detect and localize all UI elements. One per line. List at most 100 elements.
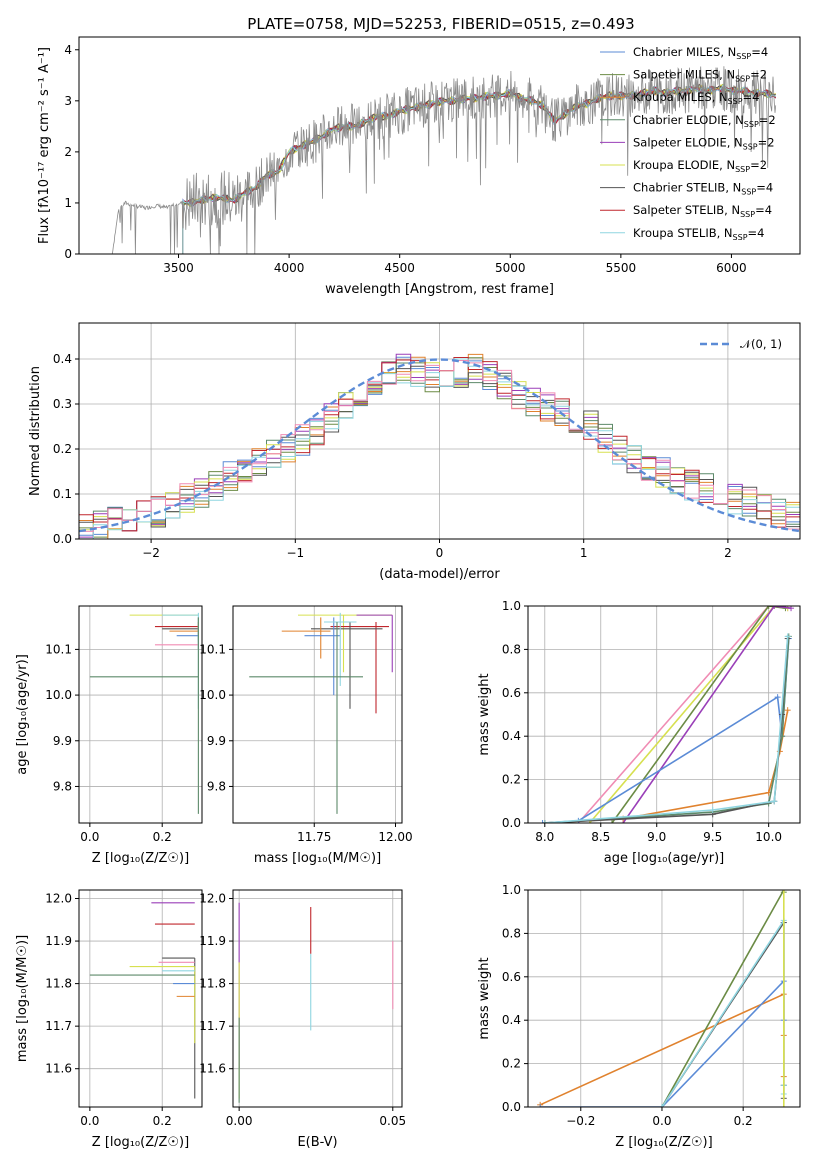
spectrum-legend-label-0: Chabrier MILES, NSSP=4 [633,45,768,61]
spectrum-legend-sub-2: SSP [728,97,743,106]
wZ-ytick-label-2: 0.4 [502,1013,521,1027]
wAge-xtick-label-4: 10.0 [755,830,782,844]
spectrum-legend-sub-0: SSP [736,52,751,61]
ageZ-xlabel: Z [log₁₀(Z/Z☉)] [92,851,189,866]
massZ-xtick-label-0: 0.0 [80,1114,99,1128]
massZ-ytick-label-0: 11.6 [45,1062,72,1076]
ageZ-ytick-label-3: 10.1 [45,642,72,656]
spectrum-legend-label-1: Salpeter MILES, NSSP=2 [633,68,767,84]
ageM-errorbars [249,612,393,814]
massE-xlabel: E(B-V) [297,1135,337,1150]
wAge-ylabel: mass weight [477,673,492,755]
spectrum-legend-sub-7: SSP [740,210,755,219]
spectrum-legend-label-8: Kroupa STELIB, NSSP=4 [633,226,764,242]
wZ-xtick-label-0: −0.2 [566,1114,595,1128]
spectrum-xtick-label-2: 4500 [384,261,415,275]
ageZ-xtick-label-0: 0.0 [80,830,99,844]
spectrum-legend-eq-8: =4 [748,226,765,240]
massE-ytick-label-3: 11.9 [199,934,226,948]
wAge-frame [527,605,801,824]
massZ-ylabel: mass [log₁₀(M/M☉)] [15,935,30,1062]
massE-ytick-label-0: 11.6 [199,1062,226,1076]
wZ-xtick-label-1: 0.0 [652,1114,671,1128]
spectrum-xtick-label-4: 5500 [606,261,637,275]
massZ-xtick-label-1: 0.2 [153,1114,172,1128]
wAge-ytick-label-3: 0.6 [502,686,521,700]
spectrum-axes: 3500 4000 4500 5000 5500 6000 0 1 2 3 4 wavelength … [37,43,747,297]
residuals-ytick-label-2: 0.2 [53,442,72,456]
massZ-axes: 0.0 0.2 11.6 11.7 11.8 11.9 12.0 Z [log₁₀(Z/Z☉)… [15,890,202,1150]
ageZ-xtick-label-1: 0.2 [153,830,172,844]
spectrum-legend-text-2: Kroupa MILES, N [633,90,728,104]
spectrum-legend-text-7: Salpeter STELIB, N [633,203,740,217]
spectrum-legend-eq-6: =4 [756,181,773,195]
residuals-xtick-label-0: −2 [142,546,160,560]
ageM-axes: 11.75 12.00 9.8 9.9 10.0 10.1 mass [log₁₀(M/M☉… [199,606,413,866]
spectrum-xtick-label-1: 4000 [274,261,305,275]
spectrum-legend-label-2: Kroupa MILES, NSSP=4 [633,90,759,106]
spectrum-legend-text-3: Chabrier ELODIE, N [633,113,744,127]
spectrum-legend-label-7: Salpeter STELIB, NSSP=4 [633,203,772,219]
wZ-xlabel: Z [log₁₀(Z/Z☉)] [615,1135,712,1150]
ageZ-ytick-label-1: 9.9 [53,734,72,748]
wZ-ytick-label-0: 0.0 [502,1100,521,1114]
wAge-ytick-label-5: 1.0 [502,599,521,613]
spectrum-legend-sub-8: SSP [733,233,748,242]
ageM-ytick-label-3: 10.1 [199,642,226,656]
wZ-ytick-label-5: 1.0 [502,883,521,897]
residuals-frame [78,322,801,540]
residuals-gaussian-line [79,358,800,533]
wAge-xtick-label-0: 8.0 [535,830,554,844]
spectrum-xlabel: wavelength [Angstrom, rest frame] [325,282,554,297]
massZ-ytick-label-3: 11.9 [45,934,72,948]
spectrum-legend-text-1: Salpeter MILES, N [633,68,735,82]
wAge-ytick-label-4: 0.8 [502,642,521,656]
spectrum-legend-sub-1: SSP [735,75,750,84]
spectrum-legend-eq-7: =4 [755,203,772,217]
massZ-xlabel: Z [log₁₀(Z/Z☉)] [92,1135,189,1150]
wAge-xtick-label-1: 8.5 [591,830,610,844]
massZ-ytick-label-4: 12.0 [45,892,72,906]
spectrum-legend-eq-5: =2 [750,158,767,172]
spectrum-legend-sub-3: SSP [744,120,759,129]
residuals-hist [79,353,800,539]
ageZ-errorbars [89,612,199,814]
ageM-xtick-label-0: 11.75 [297,830,331,844]
residuals-xtick-label-2: 0 [436,546,444,560]
wZ-ytick-label-1: 0.2 [502,1057,521,1071]
ageZ-axes: 0.0 0.2 9.8 9.9 10.0 10.1 Z [log₁₀(Z/Z☉)] age [… [15,606,202,866]
massE-xtick-label-1: 0.05 [379,1114,406,1128]
wAge-series [539,606,795,823]
ageM-xlabel: mass [log₁₀(M/M☉)] [254,851,381,866]
ageZ-ytick-label-2: 10.0 [45,688,72,702]
spectrum-ytick-label-3: 3 [64,94,72,108]
wZ-frame [527,889,801,1108]
spectrum-ytick-label-0: 0 [64,247,72,261]
spectrum-legend-sub-6: SSP [741,188,756,197]
massE-xtick-label-0: 0.00 [226,1114,253,1128]
residuals-hist-series-9 [79,360,800,539]
spectrum-legend-text-8: Kroupa STELIB, N [633,226,733,240]
spectrum-legend-eq-4: =2 [758,135,775,149]
residuals-xtick-label-1: −1 [286,546,304,560]
massE-errorbars [238,902,394,1103]
residuals-legend: 𝒩(0, 1) [700,337,782,351]
residuals-xtick-label-3: 1 [580,546,588,560]
ageZ-ylabel: age [log₁₀(age/yr)] [15,654,30,775]
spectrum-legend-sub-4: SSP [743,142,758,151]
spectrum-legend-label-6: Chabrier STELIB, NSSP=4 [633,181,773,197]
massE-ytick-label-4: 12.0 [199,892,226,906]
wAge-axes: 8.0 8.5 9.0 9.5 10.0 0.0 0.2 0.4 0.6 0.8 1.0 age [l… [477,599,800,866]
massE-ytick-label-1: 11.7 [199,1019,226,1033]
spectrum-legend-label-3: Chabrier ELODIE, NSSP=2 [633,113,776,129]
spectrum-frame [78,36,801,255]
ageM-ytick-label-1: 9.9 [207,734,226,748]
spectrum-legend-sub-5: SSP [735,165,750,174]
residuals-xlabel: (data-model)/error [379,567,500,582]
spectrum-legend-text-0: Chabrier MILES, N [633,45,736,59]
spectrum-lines [111,66,777,254]
wZ-xtick-label-2: 0.2 [734,1114,753,1128]
wAge-ytick-label-0: 0.0 [502,816,521,830]
